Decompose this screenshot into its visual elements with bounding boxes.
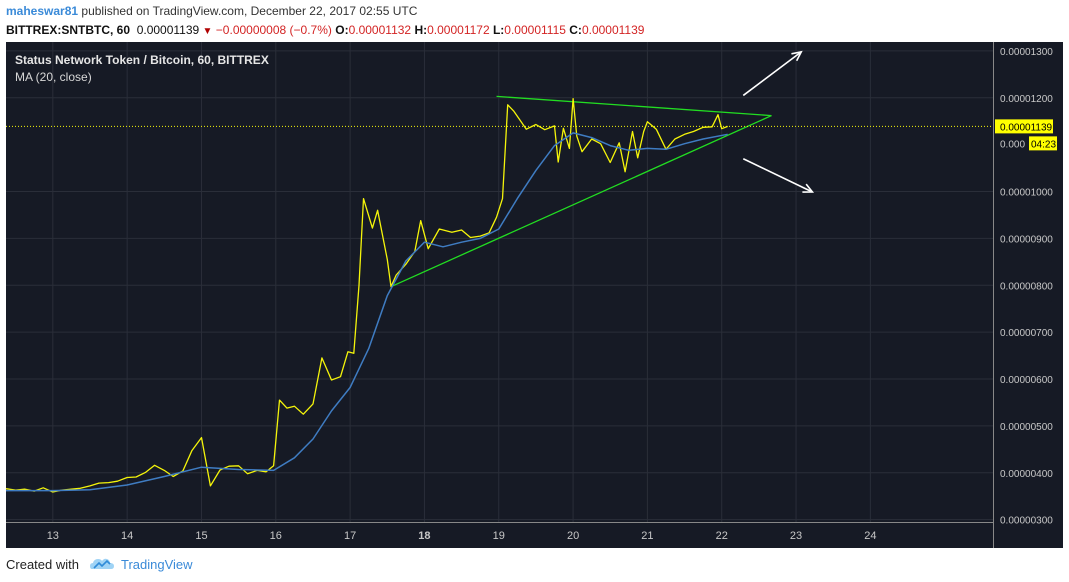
symbol-info-bar: BITTREX:SNTBTC, 60 0.00001139 ▼ −0.00000…: [6, 23, 644, 37]
price-tick-label: 0.00000300: [1000, 516, 1053, 527]
arrow-shaft: [742, 157, 813, 193]
symbol-label: BITTREX:SNTBTC, 60: [6, 23, 131, 37]
partial-tick-label: 0.000: [1000, 139, 1025, 150]
chart-title: Status Network Token / Bitcoin, 60, BITT…: [15, 53, 269, 67]
price-axis[interactable]: 0.00000300 0.00000400 0.00000500 0.00000600…: [1000, 47, 1053, 527]
plot-background: [6, 42, 1063, 548]
close-value: 0.00001139: [581, 23, 645, 37]
arrow-icon[interactable]: [742, 50, 803, 97]
high-label: H:: [414, 23, 428, 37]
annotation-arrows: [742, 50, 815, 193]
time-tick-label: 22: [716, 530, 728, 542]
time-tick-label: 17: [344, 530, 356, 542]
price-tick-label: 0.00001300: [1000, 47, 1053, 58]
publish-info: maheswar81 published on TradingView.com,…: [6, 4, 417, 18]
time-tick-label: 16: [270, 530, 282, 542]
open-label: O:: [335, 23, 349, 37]
indicator-label[interactable]: MA (20, close): [15, 70, 92, 84]
close-label: C:: [569, 23, 582, 37]
time-tick-label: 14: [121, 530, 133, 542]
price-tick-label: 0.00000500: [1000, 422, 1053, 433]
time-tick-label: 23: [790, 530, 802, 542]
price-badges: 0.00001139 0.000 04:23: [995, 119, 1057, 151]
published-text: published on TradingView.com, December 2…: [81, 4, 418, 18]
price-change: −0.00000008 (−0.7%): [215, 23, 332, 37]
arrow-shaft: [742, 51, 802, 97]
time-axis[interactable]: 13 14 15 16 17 18 19 20 21 22 23 24: [47, 530, 877, 542]
price-chart[interactable]: 0.00000300 0.00000400 0.00000500 0.00000600…: [6, 42, 1063, 548]
down-arrow-icon: ▼: [202, 26, 213, 37]
last-price: 0.00001139: [136, 23, 200, 37]
price-tick-label: 0.00001000: [1000, 188, 1053, 199]
created-with-text: Created with: [6, 556, 79, 572]
time-tick-label: 24: [864, 530, 876, 542]
time-tick-label: 21: [641, 530, 653, 542]
last-price-badge: [995, 119, 1053, 134]
trendline[interactable]: [496, 95, 772, 117]
high-value: 0.00001172: [427, 23, 490, 37]
chart-container[interactable]: 0.00000300 0.00000400 0.00000500 0.00000600…: [6, 42, 1063, 548]
time-tick-label: 18: [418, 530, 430, 542]
time-tick-label: 13: [47, 530, 59, 542]
arrow-head: [802, 183, 815, 193]
open-value: 0.00001132: [348, 23, 412, 37]
price-tick-label: 0.00001200: [1000, 94, 1053, 105]
tradingview-brand[interactable]: TradingView: [120, 556, 193, 572]
arrow-head: [791, 50, 803, 62]
time-tick-label: 15: [195, 530, 207, 542]
countdown-label: 04:23: [1031, 139, 1056, 150]
grid: [6, 42, 993, 522]
author-link[interactable]: maheswar81: [6, 4, 79, 18]
cloud-icon: [89, 558, 114, 569]
price-tick-label: 0.00000900: [1000, 234, 1053, 245]
low-value: 0.00001115: [504, 23, 566, 37]
footer: Created with TradingView: [6, 556, 193, 572]
price-tick-label: 0.00000800: [1000, 281, 1053, 292]
series: [6, 98, 728, 493]
time-tick-label: 20: [567, 530, 579, 542]
last-price-badge-label: 0.00001139: [1000, 122, 1053, 133]
price-tick-label: 0.00000600: [1000, 375, 1053, 386]
price-tick-label: 0.00000700: [1000, 328, 1053, 339]
price-tick-label: 0.00000400: [1000, 469, 1053, 480]
trendline[interactable]: [390, 115, 772, 288]
arrow-icon[interactable]: [742, 157, 815, 193]
countdown-badge: [1029, 136, 1057, 151]
ma-line: [6, 132, 728, 492]
trendlines: [390, 95, 772, 288]
tradingview-logo[interactable]: TradingView: [89, 556, 193, 572]
time-tick-label: 19: [493, 530, 505, 542]
low-label: L:: [492, 23, 505, 37]
